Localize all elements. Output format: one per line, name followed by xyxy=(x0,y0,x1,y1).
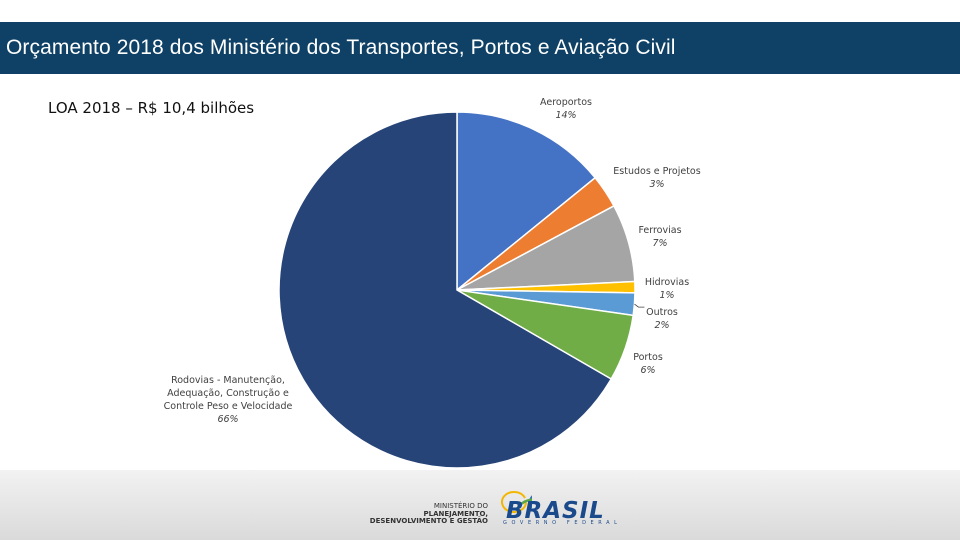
label-aeroportos-pct: 14% xyxy=(555,110,577,121)
label-hidrovias-name: Hidrovias xyxy=(644,277,690,288)
title-bar: Orçamento 2018 dos Ministério dos Transp… xyxy=(0,22,960,74)
label-outros-pct: 2% xyxy=(654,320,670,331)
label-hidrovias-pct: 1% xyxy=(659,290,675,301)
ministry-line-1: MINISTÉRIO DO xyxy=(433,502,488,510)
footer-band xyxy=(0,470,960,540)
brasil-globe-icon xyxy=(501,491,532,513)
label-portos: Portos 6% xyxy=(622,351,674,377)
brasil-wordmark: BRASIL xyxy=(506,498,605,524)
label-portos-pct: 6% xyxy=(640,365,656,376)
page-title: Orçamento 2018 dos Ministério dos Transp… xyxy=(6,36,676,59)
label-estudos-projetos-name: Estudos e Projetos xyxy=(613,166,701,177)
ministry-line-2: PLANEJAMENTO, xyxy=(423,509,488,518)
label-ferrovias-pct: 7% xyxy=(652,238,668,249)
label-ferrovias-name: Ferrovias xyxy=(638,225,682,236)
brasil-subtitle: GOVERNO FEDERAL xyxy=(503,520,622,526)
label-portos-name: Portos xyxy=(633,352,663,363)
label-ferrovias: Ferrovias 7% xyxy=(625,224,695,250)
pie-slice-6 xyxy=(278,111,613,469)
pie-slice-0 xyxy=(456,111,597,292)
chart-subtitle: LOA 2018 – R$ 10,4 bilhões xyxy=(48,99,255,117)
leader-line-outros xyxy=(634,303,645,308)
ministry-logo-text: MINISTÉRIO DO PLANEJAMENTO, DESENVOLVIME… xyxy=(360,502,488,526)
label-hidrovias: Hidrovias 1% xyxy=(632,276,702,302)
ministry-line-3: DESENVOLVIMENTO E GESTÃO xyxy=(369,517,488,525)
label-rodovias-pct: 66% xyxy=(217,414,239,425)
label-aeroportos-name: Aeroportos xyxy=(540,97,592,108)
label-outros-name: Outros xyxy=(646,307,678,318)
label-aeroportos: Aeroportos 14% xyxy=(520,96,612,122)
label-rodovias-name: Rodovias - Manutenção, Adequação, Constr… xyxy=(163,375,293,412)
label-outros: Outros 2% xyxy=(634,306,690,332)
label-estudos-projetos: Estudos e Projetos 3% xyxy=(607,165,707,191)
label-rodovias: Rodovias - Manutenção, Adequação, Constr… xyxy=(158,374,298,426)
label-estudos-projetos-pct: 3% xyxy=(649,179,665,190)
